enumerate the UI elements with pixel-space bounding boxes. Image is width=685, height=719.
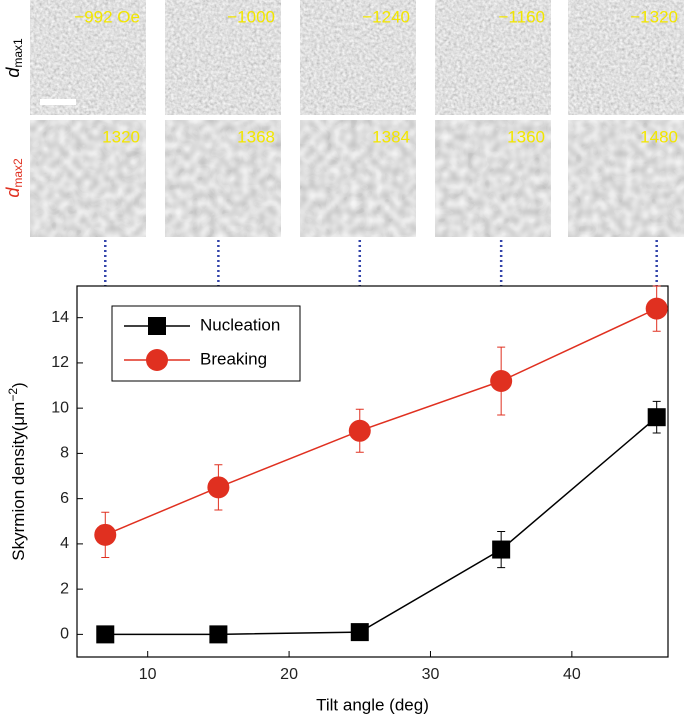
marker — [348, 419, 371, 442]
y-tick-label: 12 — [51, 354, 69, 371]
row-label: dmax1 — [3, 38, 25, 78]
field-label: −1240 — [362, 7, 410, 26]
field-label: 1368 — [237, 127, 275, 146]
legend-label: Breaking — [200, 349, 267, 368]
plot-frame — [76, 285, 669, 658]
marker — [96, 625, 115, 644]
field-label: −1320 — [630, 7, 678, 26]
marker — [490, 370, 513, 393]
x-tick-label: 20 — [280, 666, 298, 683]
micrograph — [568, 120, 684, 237]
y-tick-label: 2 — [60, 580, 69, 597]
series-line — [105, 416, 658, 636]
micrograph — [30, 0, 146, 115]
field-label: −1160 — [499, 7, 545, 26]
marker — [148, 317, 166, 335]
field-label: −992 Oe — [74, 7, 140, 26]
marker — [492, 540, 511, 559]
marker — [350, 623, 369, 642]
micrograph — [300, 0, 416, 115]
legend: Nucleation Breaking — [111, 305, 301, 382]
marker — [146, 349, 168, 371]
y-axis-label: Skyrmion density(μm−2) — [6, 382, 28, 560]
row-label-sub: max2 — [11, 158, 25, 188]
field-label: −1000 — [227, 7, 275, 26]
y-tick-label: 0 — [60, 626, 69, 643]
field-label: 1360 — [507, 127, 545, 146]
field-label: 1480 — [640, 127, 678, 146]
field-label: 1320 — [102, 127, 140, 146]
micrograph — [300, 120, 416, 237]
micrograph — [30, 120, 146, 237]
marker — [94, 523, 117, 546]
y-tick-label: 8 — [60, 445, 69, 462]
row-label: dmax2 — [3, 158, 25, 198]
marker — [207, 476, 230, 499]
y-axis-label-part: Skyrmion density(μm — [9, 402, 28, 561]
y-axis-label-part: −2 — [6, 388, 20, 402]
x-tick-label: 10 — [139, 666, 157, 683]
micrograph — [435, 0, 551, 115]
field-label: 1384 — [372, 127, 410, 146]
legend-box — [111, 305, 301, 382]
legend-label: Nucleation — [200, 315, 280, 334]
micrograph — [165, 0, 281, 115]
micrograph — [435, 120, 551, 237]
y-tick-label: 14 — [51, 309, 69, 326]
row-label-d: d — [3, 67, 23, 78]
marker — [647, 408, 666, 427]
micrographs: dmax1−992 Oe −1000 −1240 −1160 −1320dmax2132… — [3, 0, 684, 237]
y-axis-label-part: ) — [9, 382, 28, 388]
x-tick-label: 30 — [422, 666, 440, 683]
scale-bar — [40, 99, 76, 105]
y-tick-label: 6 — [60, 490, 69, 507]
row-label-sub: max1 — [11, 38, 25, 68]
marker — [645, 297, 668, 320]
micrograph — [568, 0, 684, 115]
x-axis-label: Tilt angle (deg) — [316, 695, 429, 714]
y-tick-label: 10 — [51, 399, 69, 416]
marker — [209, 625, 228, 644]
x-tick-label: 40 — [563, 666, 581, 683]
plot: 10 20 30 40 0 2 4 6 8 10 12 14 Tilt angle (deg) Skyrm… — [6, 240, 669, 714]
micrograph — [165, 120, 281, 237]
y-tick-label: 4 — [60, 535, 69, 552]
row-label-d: d — [3, 187, 23, 198]
